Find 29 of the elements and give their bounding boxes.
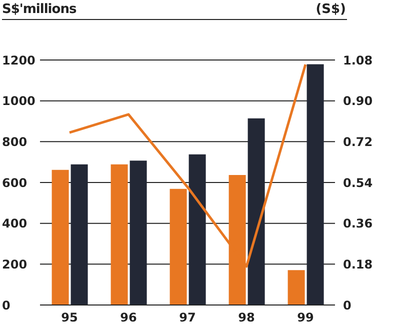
y-tick-label: 800 — [2, 134, 28, 149]
y2-tick-label: 0.36 — [343, 216, 373, 231]
y2-tick-label: 0.18 — [343, 257, 373, 272]
y2-tick-label: 1.08 — [343, 53, 373, 68]
y2-tick-label: 0.72 — [343, 134, 373, 149]
y2-tick-label: 0.90 — [343, 94, 373, 108]
bar — [306, 64, 324, 305]
bar — [288, 270, 305, 305]
x-tick-label: 96 — [120, 310, 137, 325]
bar — [70, 164, 88, 305]
x-tick-label: 99 — [297, 310, 314, 325]
y-tick-label: 1200 — [2, 53, 36, 68]
bar — [130, 160, 147, 305]
bar — [188, 154, 206, 305]
y-tick-label: 400 — [2, 216, 28, 231]
y2-tick-label: 0 — [343, 298, 352, 312]
y-tick-label: 1000 — [2, 94, 36, 108]
y-tick-label: 200 — [2, 257, 28, 272]
y2-tick-label: 0.54 — [343, 176, 373, 190]
bar — [248, 118, 265, 305]
x-tick-label: 98 — [238, 310, 255, 325]
y-tick-label: 600 — [2, 176, 28, 190]
y-axis-title: S$'millions — [2, 2, 76, 17]
y-tick-label: 0 — [2, 298, 10, 312]
x-tick-label: 95 — [61, 310, 78, 325]
bar — [110, 164, 128, 305]
y2-axis-title: (S$) — [316, 2, 346, 17]
bar — [52, 170, 69, 305]
x-tick-label: 97 — [179, 310, 196, 325]
